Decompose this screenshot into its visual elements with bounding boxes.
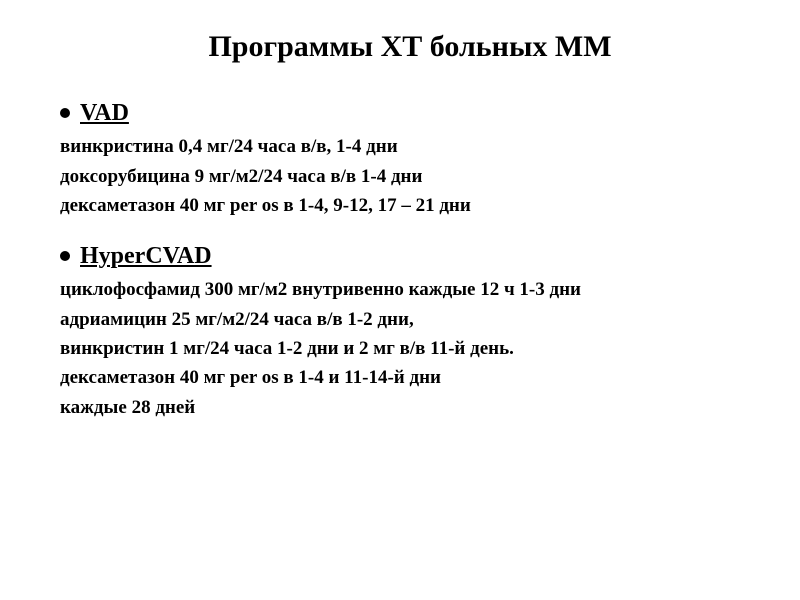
protocol-block-vad: VAD винкристина 0,4 мг/24 часа в/в, 1-4 …	[60, 100, 760, 221]
drug-line: винкристина 0,4 мг/24 часа в/в, 1-4 дни	[60, 132, 760, 161]
drug-line: каждые 28 дней	[60, 393, 760, 422]
drug-line: дексаметазон 40 мг per os в 1-4, 9-12, 1…	[60, 191, 760, 220]
slide: Программы ХТ больных ММ VAD винкристина …	[0, 0, 800, 600]
bullet-icon	[60, 108, 70, 118]
protocol-heading-row: VAD	[60, 100, 760, 126]
drug-line: доксорубицина 9 мг/м2/24 часа в/в 1-4 дн…	[60, 162, 760, 191]
page-title: Программы ХТ больных ММ	[60, 30, 760, 64]
drug-line: адриамицин 25 мг/м2/24 часа в/в 1-2 дни,	[60, 305, 760, 334]
drug-line: дексаметазон 40 мг per os в 1-4 и 11-14-…	[60, 363, 760, 392]
protocol-block-hypercvad: HyperCVAD циклофосфамид 300 мг/м2 внутри…	[60, 243, 760, 423]
bullet-icon	[60, 251, 70, 261]
drug-line: винкристин 1 мг/24 часа 1-2 дни и 2 мг в…	[60, 334, 760, 363]
protocol-heading-row: HyperCVAD	[60, 243, 760, 269]
protocol-name: VAD	[80, 100, 129, 126]
protocol-name: HyperCVAD	[80, 243, 212, 269]
drug-line: циклофосфамид 300 мг/м2 внутривенно кажд…	[60, 275, 760, 304]
